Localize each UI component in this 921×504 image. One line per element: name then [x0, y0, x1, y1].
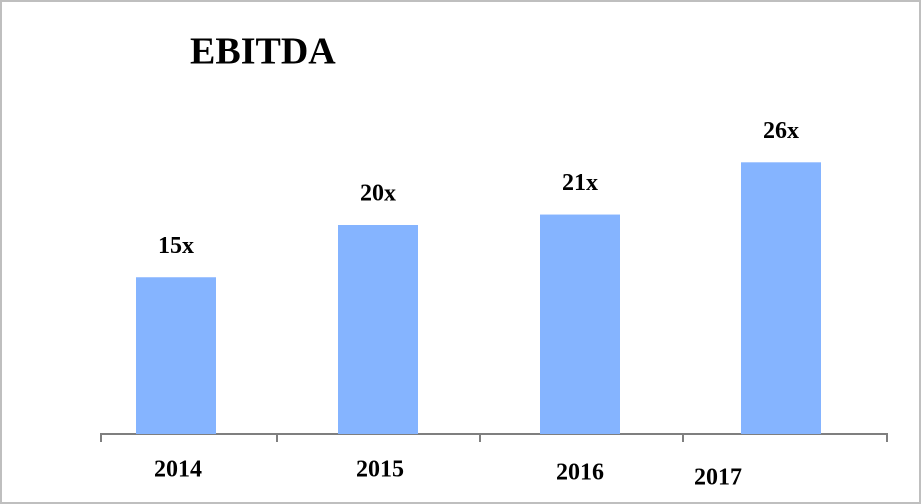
- bar: [741, 162, 821, 435]
- data-label: 20x: [360, 181, 396, 207]
- x-tick-label: 2016: [556, 460, 604, 486]
- data-label: 26x: [763, 118, 799, 144]
- data-label: 15x: [158, 233, 194, 259]
- bar: [338, 225, 418, 434]
- chart-title: EBITDA: [190, 31, 336, 73]
- x-axis-ticks: [100, 434, 888, 442]
- bar: [540, 214, 620, 434]
- x-tick-label: 2017: [694, 465, 742, 491]
- bar: [136, 277, 216, 434]
- data-label: 21x: [562, 170, 598, 196]
- x-tick-label: 2014: [154, 457, 202, 483]
- x-tick-label: 2015: [356, 457, 404, 483]
